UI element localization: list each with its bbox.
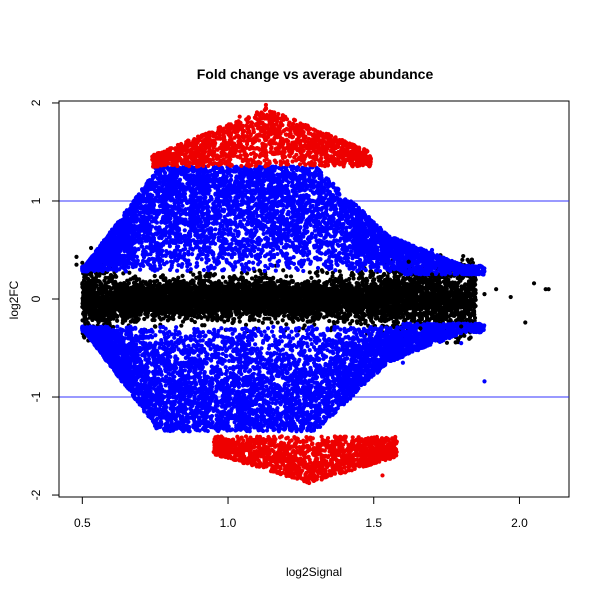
data-point-3672 <box>358 321 364 327</box>
data-point-3830 <box>458 278 463 283</box>
data-point-2699 <box>237 319 242 324</box>
data-point-517 <box>260 320 265 325</box>
data-point-4448 <box>97 273 102 278</box>
data-point-4700 <box>220 275 226 280</box>
data-point-4285 <box>85 276 91 281</box>
data-point-4284 <box>265 310 270 315</box>
data-point-3308 <box>386 317 391 322</box>
data-point-4598 <box>160 308 165 313</box>
data-point-1323 <box>142 316 147 322</box>
data-point-2055 <box>284 274 289 279</box>
data-point-2905 <box>301 326 306 331</box>
data-point-4894 <box>164 310 169 315</box>
data-point-4705 <box>460 257 465 262</box>
data-point-667 <box>275 320 280 325</box>
data-point-4610 <box>350 318 355 324</box>
data-point-4403 <box>284 322 289 327</box>
data-point-4870 <box>270 308 276 313</box>
data-point-1408 <box>370 320 375 325</box>
data-point-2431 <box>256 318 261 323</box>
data-point-4246 <box>400 312 405 317</box>
data-point-4146 <box>275 279 280 284</box>
data-point-3725 <box>379 281 384 286</box>
data-point-4473 <box>420 289 425 295</box>
data-point-4988 <box>387 284 393 290</box>
data-point-937 <box>288 274 294 279</box>
data-point-4620 <box>413 280 418 285</box>
data-point-4973 <box>418 280 423 285</box>
data-point-3824 <box>281 268 286 273</box>
data-point-4072 <box>192 319 198 325</box>
data-point-4537 <box>95 291 100 296</box>
data-point-4536 <box>427 310 432 315</box>
data-point-228 <box>176 275 181 280</box>
data-point-1184 <box>180 273 185 278</box>
data-point-3781 <box>153 279 158 284</box>
data-point-76 <box>307 270 312 275</box>
data-point-3634 <box>361 283 366 288</box>
data-point-4727 <box>331 281 336 286</box>
data-point-3778 <box>392 271 397 276</box>
data-point-3089 <box>269 320 274 325</box>
data-point-4657 <box>419 311 424 316</box>
data-point-4832 <box>330 274 335 279</box>
data-point-1195 <box>327 318 332 324</box>
data-point-3047 <box>152 273 157 279</box>
data-point-4415 <box>336 280 341 285</box>
points-layer <box>74 102 551 486</box>
data-point-3193 <box>257 268 263 274</box>
data-point-3080 <box>179 323 184 328</box>
data-point-4514 <box>419 315 424 320</box>
data-point-1945 <box>325 270 330 276</box>
data-point-586 <box>198 275 203 280</box>
data-point-4495 <box>319 268 324 273</box>
data-point-4985 <box>134 276 140 282</box>
data-point-4364 <box>408 276 413 282</box>
data-point-4685 <box>88 292 93 297</box>
data-point-3647 <box>172 277 177 283</box>
data-point-2926 <box>183 315 189 320</box>
data-point-3393 <box>167 279 172 284</box>
data-point-4288 <box>291 319 296 324</box>
data-point-36 <box>243 322 249 327</box>
data-point-4974 <box>206 278 211 283</box>
data-point-558 <box>249 276 255 281</box>
data-point-3927 <box>98 286 104 292</box>
data-point-4354 <box>369 269 374 274</box>
chart-title: Fold change vs average abundance <box>197 66 434 82</box>
data-point-2236 <box>337 269 342 274</box>
data-point-3226 <box>253 274 258 279</box>
data-point-1682 <box>281 313 287 318</box>
data-point-4466 <box>322 281 327 286</box>
data-point-3862 <box>102 278 107 283</box>
